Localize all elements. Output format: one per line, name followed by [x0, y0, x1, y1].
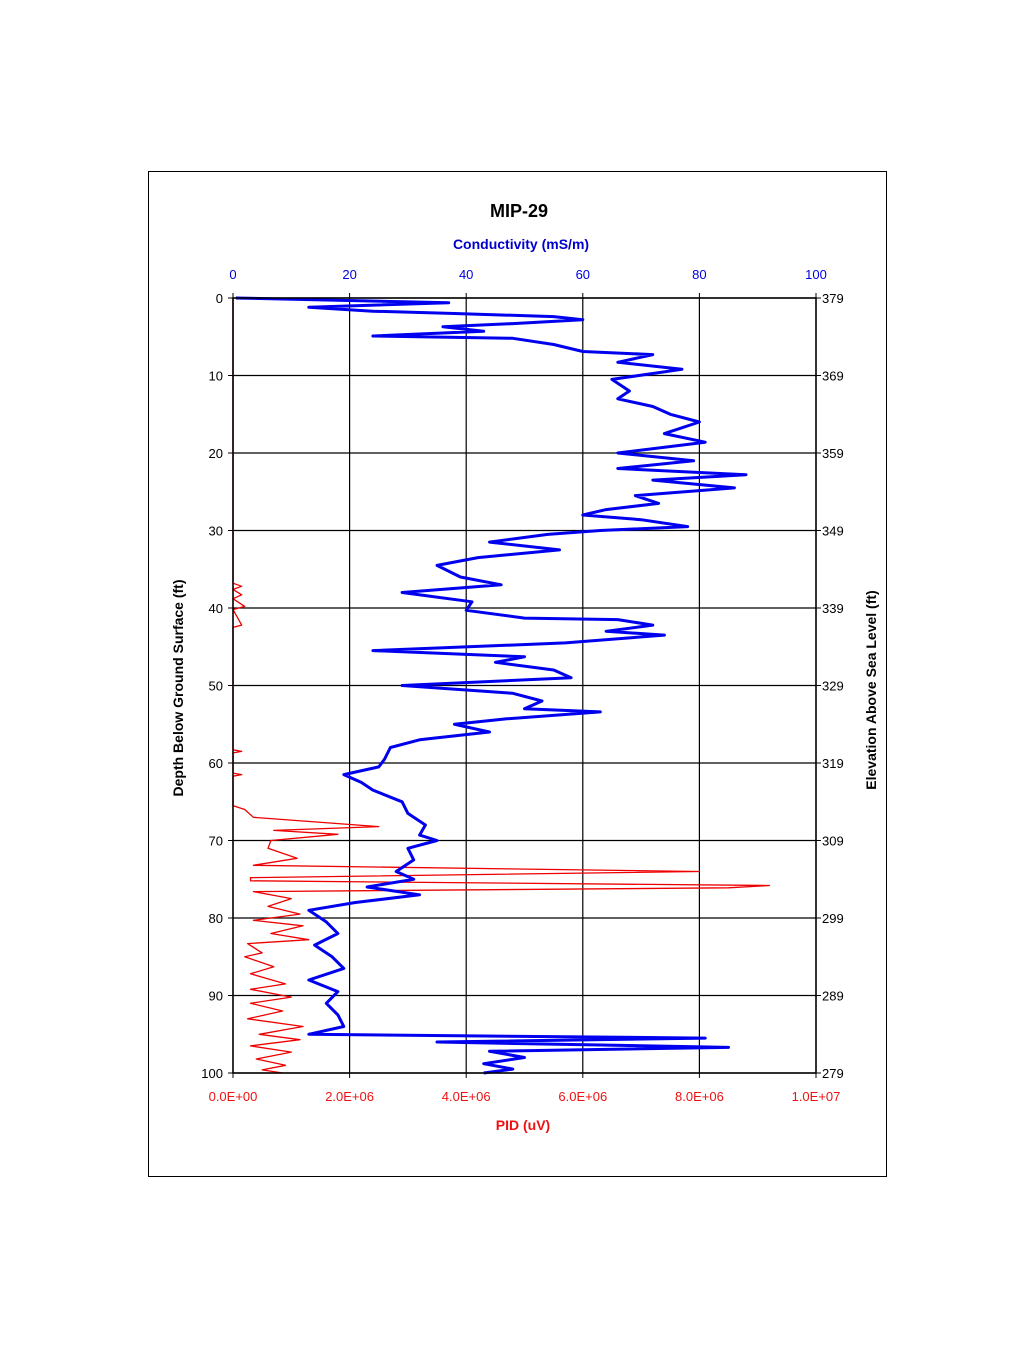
left-tick-label: 0 — [216, 291, 223, 306]
chart-svg: MIP-29 Conductivity (mS/m) PID (uV) Dept… — [170, 201, 879, 1133]
right-tick-label: 339 — [822, 601, 844, 616]
right-tick-label: 309 — [822, 834, 844, 849]
top-tick-label: 80 — [692, 267, 706, 282]
left-tick-label: 90 — [209, 989, 223, 1004]
bottom-axis-title: PID (uV) — [496, 1117, 550, 1133]
top-tick-label: 40 — [459, 267, 473, 282]
chart-frame: MIP-29 Conductivity (mS/m) PID (uV) Dept… — [148, 171, 887, 1177]
left-tick-label: 70 — [209, 834, 223, 849]
left-tick-label: 50 — [209, 679, 223, 694]
tick-layer: 0 379 10 369 20 359 30 349 40 339 50 329 60 319 70 309 8… — [201, 267, 843, 1104]
bottom-tick-label: 2.0E+06 — [325, 1089, 374, 1104]
right-tick-label: 299 — [822, 911, 844, 926]
grid-layer — [232, 297, 817, 1074]
left-tick-label: 20 — [209, 446, 223, 461]
top-tick-label: 20 — [342, 267, 356, 282]
right-tick-label: 379 — [822, 291, 844, 306]
top-tick-label: 0 — [229, 267, 236, 282]
chart-title: MIP-29 — [490, 201, 548, 221]
left-tick-label: 60 — [209, 756, 223, 771]
right-tick-label: 279 — [822, 1066, 844, 1081]
left-tick-label: 80 — [209, 911, 223, 926]
right-tick-label: 329 — [822, 679, 844, 694]
left-tick-label: 30 — [209, 524, 223, 539]
right-axis-title: Elevation Above Sea Level (ft) — [863, 590, 879, 789]
top-tick-label: 100 — [805, 267, 827, 282]
left-tick-label: 10 — [209, 369, 223, 384]
bottom-tick-label: 1.0E+07 — [792, 1089, 841, 1104]
right-tick-label: 369 — [822, 369, 844, 384]
left-axis-title: Depth Below Ground Surface (ft) — [170, 580, 186, 797]
top-tick-label: 60 — [576, 267, 590, 282]
top-axis-title: Conductivity (mS/m) — [453, 236, 589, 252]
right-tick-label: 349 — [822, 524, 844, 539]
plot-area-border — [232, 297, 817, 1074]
left-tick-label: 40 — [209, 601, 223, 616]
right-tick-label: 289 — [822, 989, 844, 1004]
bottom-tick-label: 8.0E+06 — [675, 1089, 724, 1104]
right-tick-label: 319 — [822, 756, 844, 771]
bottom-tick-label: 0.0E+00 — [209, 1089, 258, 1104]
left-tick-label: 100 — [201, 1066, 223, 1081]
bottom-tick-label: 6.0E+06 — [558, 1089, 607, 1104]
conductivity-series-line — [235, 296, 748, 1075]
bottom-tick-label: 4.0E+06 — [442, 1089, 491, 1104]
right-tick-label: 359 — [822, 446, 844, 461]
